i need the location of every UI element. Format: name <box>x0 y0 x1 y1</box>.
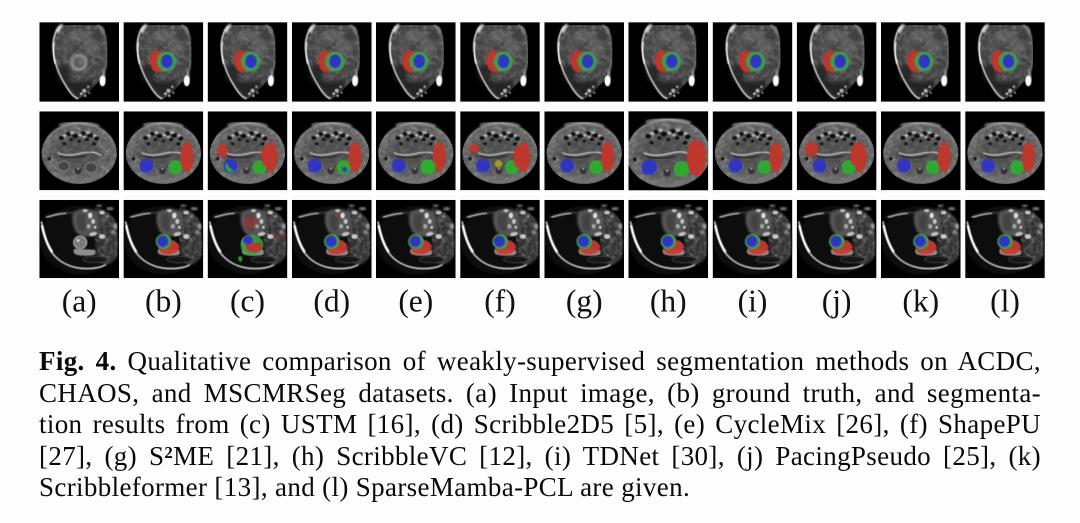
svg-text:(e): (e) <box>398 284 433 319</box>
svg-text:(f): (f) <box>484 284 515 319</box>
svg-text:(a): (a) <box>62 284 97 319</box>
svg-text:(c): (c) <box>230 284 265 319</box>
svg-text:(g): (g) <box>566 284 603 319</box>
svg-text:(j): (j) <box>822 284 852 319</box>
svg-text:(d): (d) <box>313 284 350 319</box>
svg-text:(h): (h) <box>650 284 687 319</box>
svg-text:(b): (b) <box>145 284 182 319</box>
svg-text:(k): (k) <box>902 284 939 319</box>
svg-text:(i): (i) <box>738 284 768 319</box>
svg-text:(l): (l) <box>990 284 1020 319</box>
